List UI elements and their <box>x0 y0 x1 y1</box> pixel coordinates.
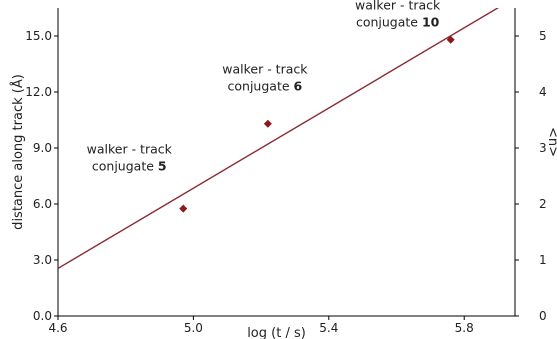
y2-tick-label: 1 <box>539 253 547 267</box>
annotation-line2: conjugate 6 <box>228 79 303 94</box>
ticks: 4.6 5.0 5.4 5.8 0.0 3.0 6.0 9.0 12.0 15.0 0 1 2 3 4 5 <box>25 29 546 335</box>
y-axis-label: distance along track (Å) <box>10 74 26 230</box>
data-points <box>179 35 455 213</box>
annotation-line2: conjugate 5 <box>92 159 167 174</box>
y2-tick-label: 4 <box>539 85 547 99</box>
x-axis-label: log (t / s) <box>247 326 306 339</box>
x-tick-label: 5.0 <box>184 321 203 335</box>
x-tick-label: 5.4 <box>319 321 338 335</box>
y2-tick-label: 2 <box>539 197 547 211</box>
y-tick-label: 6.0 <box>33 197 52 211</box>
annotations: walker - track conjugate 5 walker - track c… <box>87 0 441 174</box>
annotation-line1: walker - track <box>355 0 441 13</box>
y2-tick-label: 3 <box>539 141 547 155</box>
y2-tick-label: 5 <box>539 29 547 43</box>
annotation-number: 5 <box>158 159 167 174</box>
x-tick-label: 5.8 <box>455 321 474 335</box>
annotation-line1: walker - track <box>87 142 173 157</box>
data-point <box>446 35 455 44</box>
annotation-label: conjugate <box>356 15 422 30</box>
y-tick-label: 9.0 <box>33 141 52 155</box>
annotation-line2: conjugate 10 <box>356 15 440 30</box>
axes <box>57 8 516 317</box>
annotation-number: 10 <box>422 15 440 30</box>
annotation-number: 6 <box>294 79 303 94</box>
y-tick-label: 12.0 <box>25 85 52 99</box>
y-tick-label: 15.0 <box>25 29 52 43</box>
data-point <box>263 119 272 128</box>
annotation-label: conjugate <box>228 79 294 94</box>
y2-tick-label: 0 <box>539 309 547 323</box>
annotation-label: conjugate <box>92 159 158 174</box>
annotation-line1: walker - track <box>222 62 308 77</box>
y2-axis-label: <n> <box>545 127 557 157</box>
data-point <box>179 204 188 213</box>
x-tick-label: 4.6 <box>48 321 67 335</box>
y-tick-label: 0.0 <box>33 309 52 323</box>
y-tick-label: 3.0 <box>33 253 52 267</box>
fit-line <box>58 8 500 270</box>
